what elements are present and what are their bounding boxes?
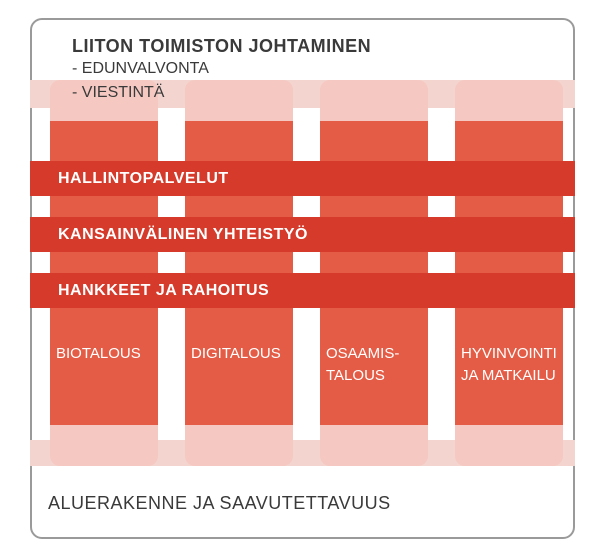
header-title: LIITON TOIMISTON JOHTAMINEN: [72, 36, 371, 57]
horizontal-band-label: HALLINTOPALVELUT: [58, 170, 229, 188]
column-label-line2: JA MATKAILU: [461, 367, 556, 384]
diagram-frame: LIITON TOIMISTON JOHTAMINEN - EDUNVALVONT…: [0, 0, 603, 551]
column-label-line1: BIOTALOUS: [56, 345, 141, 362]
column-label-line1: DIGITALOUS: [191, 345, 281, 362]
column-label-line1: HYVINVOINTI: [461, 345, 557, 362]
column-label-line2: TALOUS: [326, 367, 385, 384]
header-sub-2: - VIESTINTÄ: [72, 84, 164, 102]
footer-label: ALUERAKENNE JA SAAVUTETTAVUUS: [48, 493, 391, 514]
column-label-line1: OSAAMIS-: [326, 345, 399, 362]
horizontal-band-label: HANKKEET JA RAHOITUS: [58, 282, 269, 300]
header-sub-1: - EDUNVALVONTA: [72, 60, 209, 78]
horizontal-band-label: KANSAINVÄLINEN YHTEISTYÖ: [58, 226, 308, 244]
